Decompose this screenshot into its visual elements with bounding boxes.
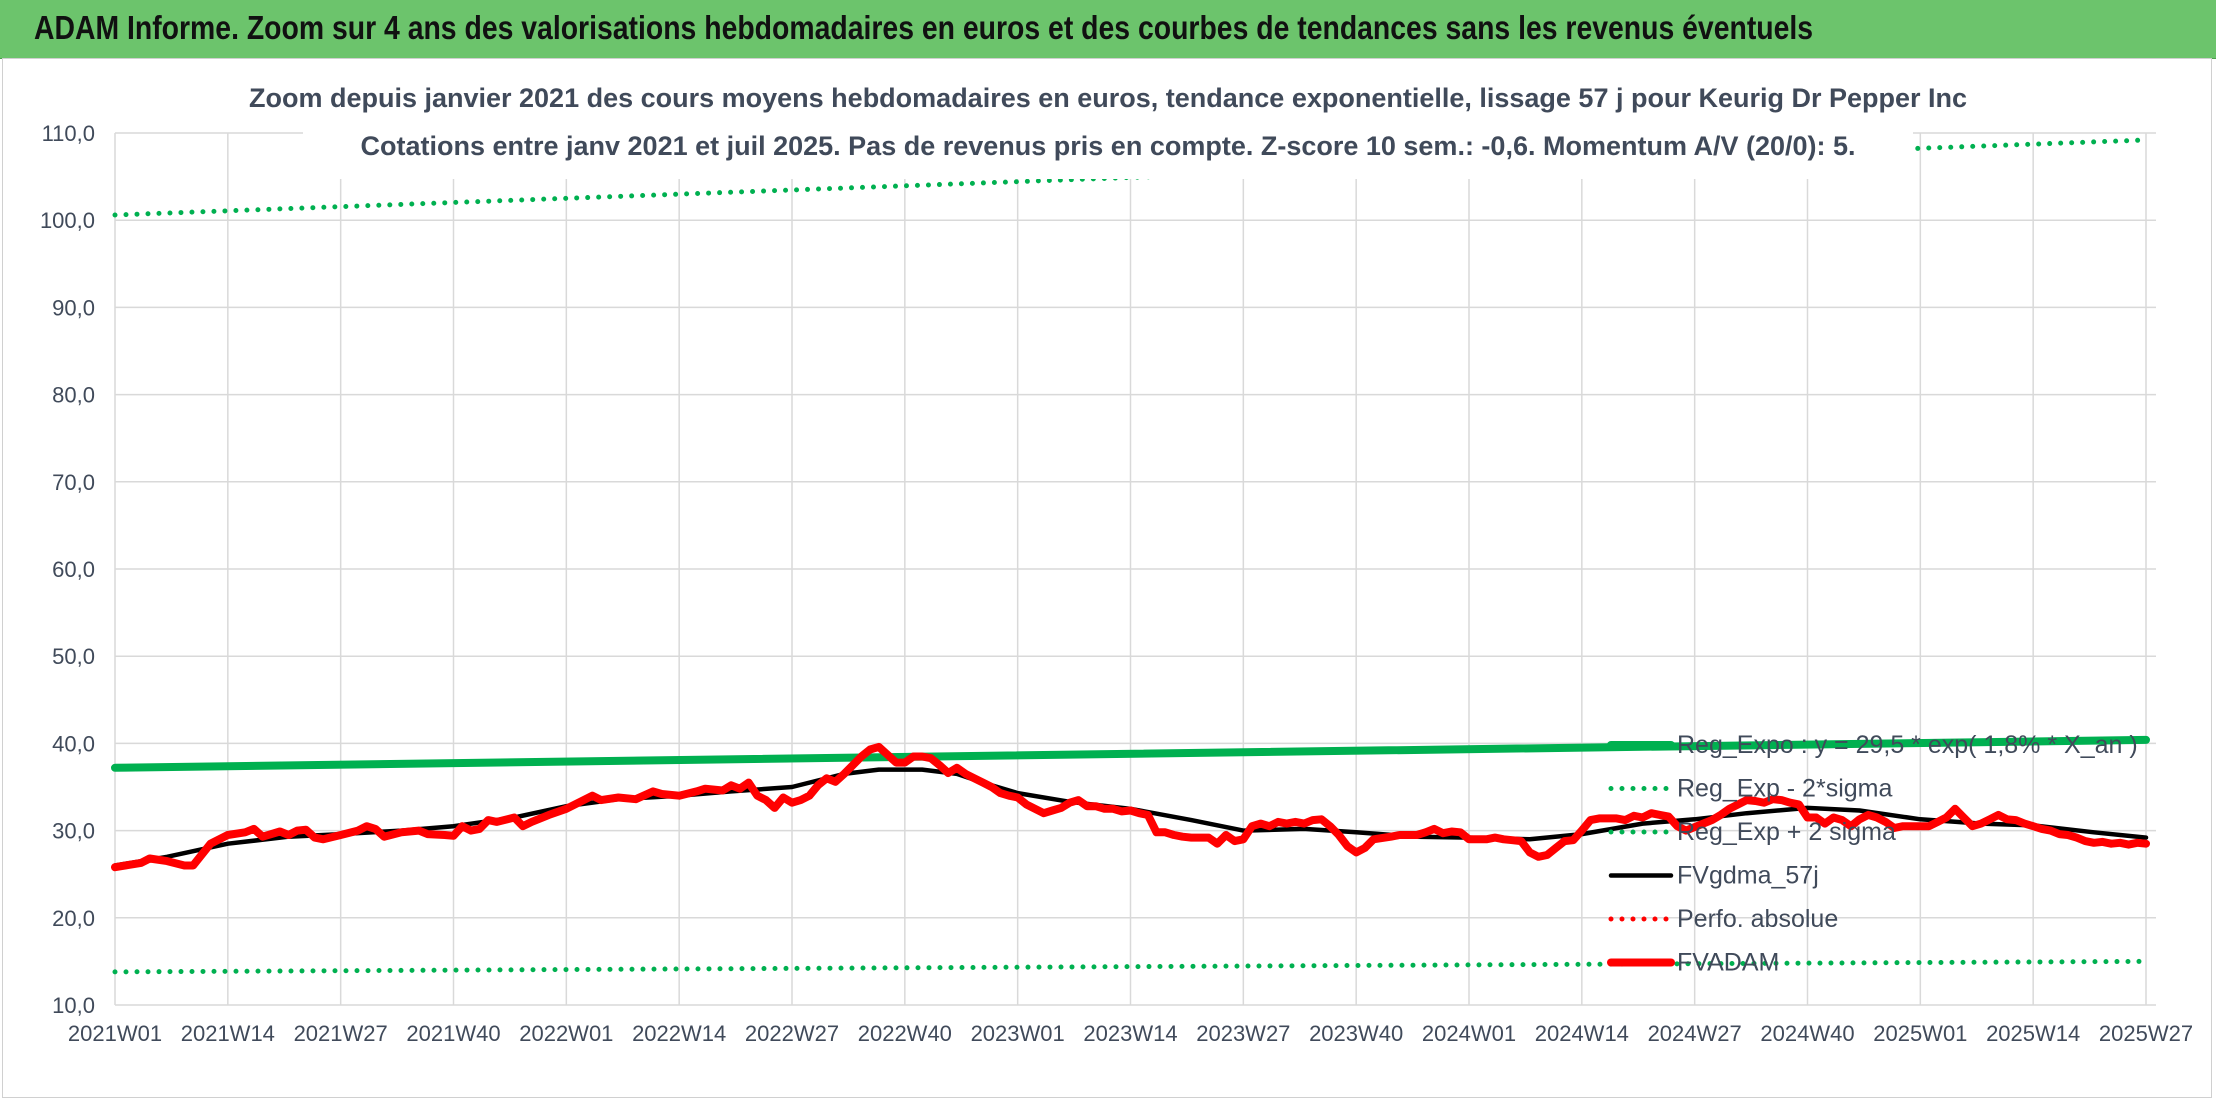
x-tick-label: 2021W27 (294, 1021, 388, 1046)
legend-label-0: Reg_Expo : y = 29,5 * exp( 1,8% * X_an ) (1677, 731, 2138, 759)
x-tick-label: 2021W01 (68, 1021, 162, 1046)
x-tick-label: 2021W14 (181, 1021, 275, 1046)
y-tick-label: 40,0 (52, 731, 95, 756)
x-tick-label: 2022W01 (519, 1021, 613, 1046)
x-tick-label: 2023W40 (1309, 1021, 1403, 1046)
series-line-0 (111, 735, 2150, 772)
x-tick-label: 2022W40 (858, 1021, 952, 1046)
grid-lines (114, 132, 2156, 1006)
x-tick-label: 2024W27 (1648, 1021, 1742, 1046)
x-tick-label: 2024W01 (1422, 1021, 1516, 1046)
x-axis-tick-labels: 2021W01 2021W14 2021W27 2021W40 2022W01 2022W… (68, 1021, 2193, 1046)
title-background (303, 71, 1913, 179)
y-tick-label: 10,0 (52, 993, 95, 1018)
y-tick-label: 50,0 (52, 644, 95, 669)
x-tick-label: 2025W27 (2099, 1021, 2193, 1046)
chart-frame: 10,0 20,0 30,0 40,0 50,0 60,0 70,0 80,0 90,0 100,… (2, 58, 2212, 1098)
x-tick-label: 2023W14 (1083, 1021, 1177, 1046)
chart-title: Zoom depuis janvier 2021 des cours moyen… (249, 83, 1967, 113)
valuation-line-chart: 10,0 20,0 30,0 40,0 50,0 60,0 70,0 80,0 90,0 100,… (40, 71, 2193, 1046)
series-line-5 (111, 742, 2150, 872)
y-tick-label: 100,0 (40, 208, 95, 233)
y-tick-label: 60,0 (52, 557, 95, 582)
y-tick-label: 90,0 (52, 295, 95, 320)
y-tick-label: 20,0 (52, 906, 95, 931)
x-tick-label: 2023W27 (1196, 1021, 1290, 1046)
report-banner: ADAM Informe. Zoom sur 4 ans des valoris… (0, 0, 2216, 59)
legend-label-5: FVADAM (1677, 949, 1779, 977)
report-title: ADAM Informe. Zoom sur 4 ans des valoris… (34, 9, 1814, 46)
y-tick-label: 70,0 (52, 470, 95, 495)
x-tick-label: 2024W14 (1535, 1021, 1629, 1046)
x-tick-label: 2021W40 (406, 1021, 500, 1046)
x-tick-label: 2022W27 (745, 1021, 839, 1046)
x-tick-label: 2024W40 (1760, 1021, 1854, 1046)
x-tick-label: 2025W14 (1986, 1021, 2080, 1046)
x-tick-label: 2023W01 (971, 1021, 1065, 1046)
y-tick-label: 30,0 (52, 819, 95, 844)
y-tick-label: 110,0 (42, 121, 95, 146)
x-tick-label: 2025W01 (1873, 1021, 1967, 1046)
chart-subtitle: Cotations entre janv 2021 et juil 2025. … (360, 131, 1855, 161)
legend-label-2: Reg_Exp + 2 sigma (1677, 818, 1896, 846)
x-tick-label: 2022W14 (632, 1021, 726, 1046)
legend-label-4: Perfo. absolue (1677, 905, 1838, 933)
series-line-1 (112, 958, 2149, 975)
legend: Reg_Expo : y = 29,5 * exp( 1,8% * X_an )… (1607, 731, 2138, 977)
y-tick-label: 80,0 (52, 383, 95, 408)
legend-label-1: Reg_Exp - 2*sigma (1677, 775, 1892, 803)
y-axis-tick-labels: 10,0 20,0 30,0 40,0 50,0 60,0 70,0 80,0 90,0 100,… (40, 121, 95, 1018)
legend-label-3: FVgdma_57j (1677, 862, 1819, 890)
